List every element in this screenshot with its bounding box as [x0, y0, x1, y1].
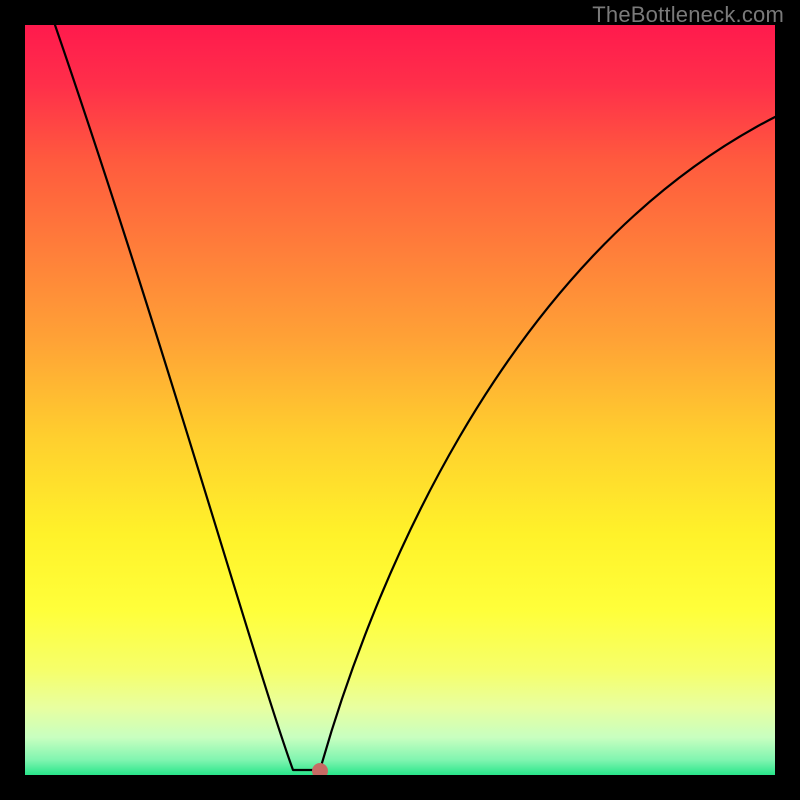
- watermark-text: TheBottleneck.com: [592, 2, 784, 28]
- vertex-dot: [312, 763, 328, 775]
- bottleneck-curve: [25, 25, 775, 775]
- frame-border: [0, 775, 800, 800]
- frame-border: [775, 0, 800, 800]
- frame-border: [0, 0, 25, 800]
- plot-area: [25, 25, 775, 775]
